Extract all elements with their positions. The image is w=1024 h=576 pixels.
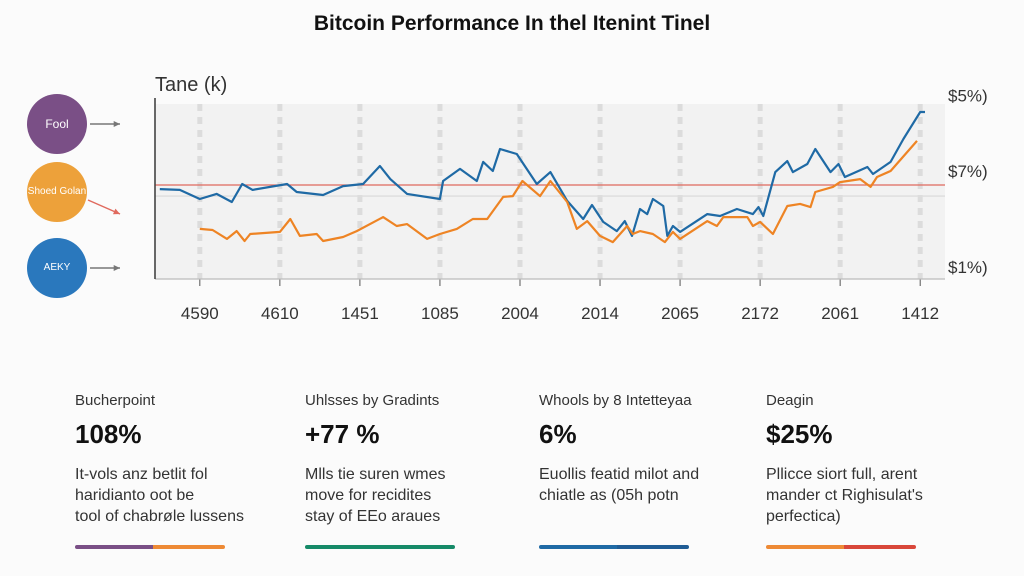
y-tick-label: $5%) [948,86,988,105]
stat-card: Uhlsses by Gradints +77 % Mlls tie suren… [305,392,525,549]
accent-bar [766,545,916,549]
accent-bar [305,545,455,549]
desc-line: stay of EEo araues [305,508,441,525]
series-line-blue [159,110,925,237]
desc-line: move for recidites [305,487,432,504]
legend-circle-orange: Shoed Golan [27,162,87,222]
legend-circle-label: AEKY [43,262,71,273]
desc-line: Euollis featid milot and [539,466,700,483]
stat-description: Pllicce siort full, arent mander ct Righi… [766,464,986,530]
stat-label: Whools by 8 Intetteyaa [539,392,692,409]
x-tick-label: 1085 [421,304,459,323]
legend-circle-purple: Fool [27,94,87,154]
arrow-head-icon [113,120,120,128]
desc-line: chiatle as (05h potn [539,487,679,504]
y-tick-label: $1%) [948,258,988,277]
arrow-head-icon [113,264,120,272]
x-tick-label: 2014 [581,304,619,323]
legend-circle-blue: AEKY [27,238,87,298]
desc-line: haridianto oot be [75,487,195,504]
legend-circle-label: Shoed Golan [27,186,87,197]
x-tick-label: 2061 [821,304,859,323]
desc-line: mander ct Righisulat's [766,487,923,504]
desc-line: Mlls tie suren wmes [305,466,446,483]
x-tick-label: 1412 [901,304,939,323]
accent-bar [539,545,689,549]
stat-value: $25% [766,419,833,449]
stat-label: Uhlsses by Gradints [305,392,440,409]
desc-line: perfectica) [766,508,841,525]
x-tick-label: 2172 [741,304,779,323]
stat-description: Mlls tie suren wmes move for recidites sta… [305,464,525,530]
stat-label: Deagin [766,392,814,409]
x-tick-label: 2065 [661,304,699,323]
arrow-head-icon [113,208,120,215]
stat-description: Euollis featid milot and chiatle as (05h … [539,464,759,530]
legend-circle-label: Fool [45,117,69,131]
stat-value: +77 % [305,419,380,449]
x-tick-label: 1451 [341,304,379,323]
x-tick-label: 4610 [261,304,299,323]
stat-card: Bucherpoint 108% It-vols anz betlit fol h… [75,392,295,549]
chart-title: Bitcoin Performance In thel Itenint Tine… [313,12,711,35]
plot-background [155,104,945,279]
accent-bar [75,545,225,549]
stat-value: 108% [75,419,142,449]
desc-line: tool of chabrøle lussens [75,508,244,525]
desc-line: It-vols anz betlit fol [75,466,208,483]
series-line-orange [199,140,918,244]
stat-description: It-vols anz betlit fol haridianto oot be t… [75,464,295,530]
x-tick-label: 2004 [501,304,539,323]
x-tick-label: 4590 [181,304,219,323]
stat-label: Bucherpoint [75,392,156,409]
stat-card: Deagin $25% Pllicce siort full, arent man… [766,392,986,549]
y-axis-label: Tane (k) [155,74,228,96]
y-tick-label: $7%) [948,162,988,181]
stat-card: Whools by 8 Intetteyaa 6% Euollis featid… [539,392,759,549]
desc-line: Pllicce siort full, arent [766,466,918,483]
stat-value: 6% [539,419,577,449]
